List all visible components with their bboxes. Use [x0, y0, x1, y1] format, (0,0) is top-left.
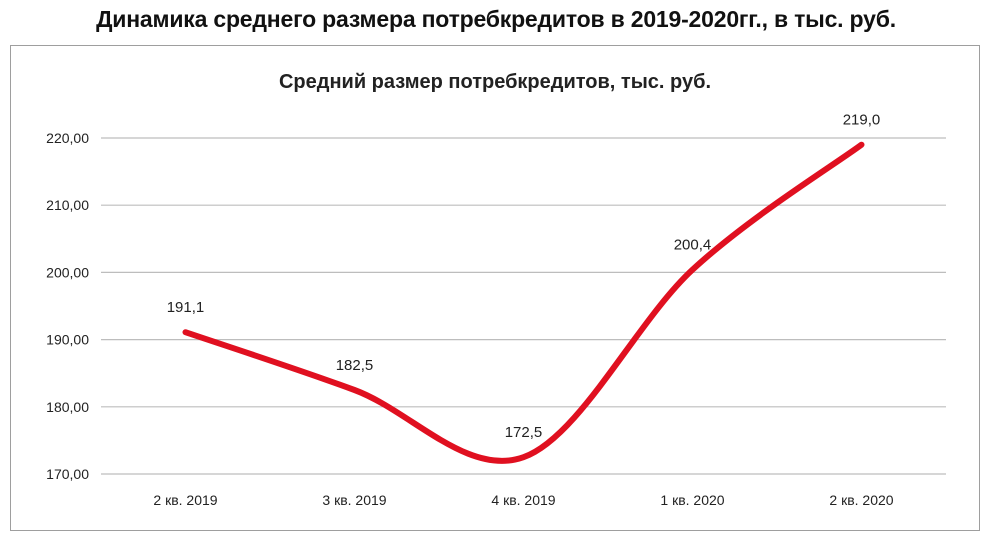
x-tick-label: 2 кв. 2020	[829, 492, 893, 508]
chart-title: Средний размер потребкредитов, тыс. руб.	[279, 71, 711, 93]
x-tick-label: 2 кв. 2019	[153, 492, 217, 508]
data-label: 191,1	[167, 299, 205, 316]
chart-frame: Средний размер потребкредитов, тыс. руб.…	[10, 45, 980, 531]
gridlines	[101, 137, 946, 475]
x-axis: 2 кв. 2019 3 кв. 2019 4 кв. 2019 1 кв. 2020…	[153, 492, 893, 508]
y-tick-label: 190,00	[46, 332, 89, 348]
x-tick-label: 3 кв. 2019	[322, 492, 386, 508]
y-tick-label: 220,00	[46, 130, 89, 146]
data-label: 182,5	[336, 357, 374, 374]
data-point	[691, 268, 694, 271]
data-labels: 191,1 182,5 172,5 200,4 219,0	[167, 112, 881, 441]
data-point	[860, 143, 863, 146]
data-label: 219,0	[843, 112, 881, 129]
series-line	[182, 141, 865, 464]
data-label: 172,5	[505, 424, 543, 441]
data-point	[184, 331, 187, 334]
x-tick-label: 1 кв. 2020	[660, 492, 724, 508]
y-tick-label: 210,00	[46, 197, 89, 213]
y-axis: 220,00 210,00 200,00 190,00 180,00 170,00	[46, 130, 89, 482]
y-tick-label: 200,00	[46, 264, 89, 280]
series	[182, 141, 865, 464]
page-heading: Динамика среднего размера потребкредитов…	[96, 6, 896, 32]
line-chart: Средний размер потребкредитов, тыс. руб.…	[46, 71, 946, 508]
x-tick-label: 4 кв. 2019	[491, 492, 555, 508]
data-point	[522, 456, 525, 459]
data-label: 200,4	[674, 237, 712, 254]
data-point	[353, 389, 356, 391]
y-tick-label: 180,00	[46, 399, 89, 415]
y-tick-label: 170,00	[46, 466, 89, 482]
